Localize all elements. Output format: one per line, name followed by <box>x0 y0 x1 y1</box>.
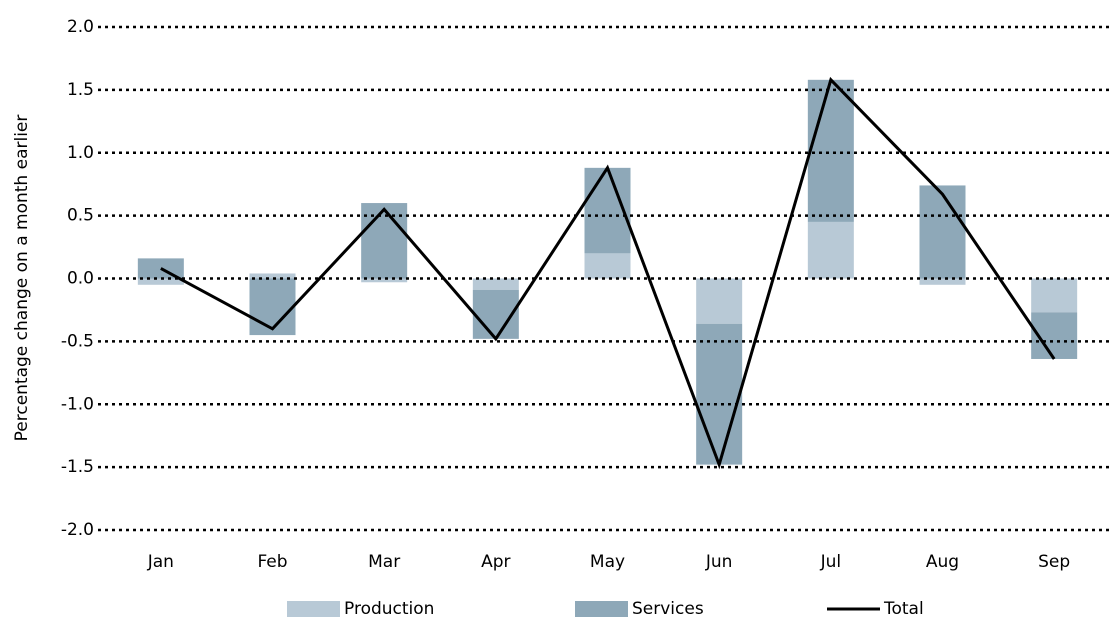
x-tick-label: Sep <box>1038 552 1070 572</box>
y-tick-label: 1.0 <box>67 143 94 163</box>
bar <box>1031 278 1078 313</box>
y-tick-label: -0.5 <box>61 331 94 351</box>
x-tick-label: Jul <box>820 552 842 572</box>
bar <box>361 203 408 279</box>
bar <box>361 278 408 283</box>
bar <box>472 278 519 290</box>
bar <box>249 278 296 336</box>
x-tick-label: Mar <box>368 552 400 572</box>
bar <box>919 278 966 285</box>
x-tick-label: Jan <box>147 552 174 572</box>
bar <box>249 273 296 279</box>
x-tick-label: Apr <box>481 552 510 572</box>
x-tick-label: May <box>590 552 625 572</box>
y-tick-label: 2.0 <box>67 17 94 37</box>
x-tick-label: Feb <box>257 552 287 572</box>
y-tick-label: -1.5 <box>61 457 94 477</box>
bar <box>137 278 184 285</box>
y-tick-label: -2.0 <box>61 520 94 540</box>
legend-swatch <box>287 601 340 617</box>
bar <box>584 253 631 279</box>
legend-swatch <box>575 601 628 617</box>
y-tick-label: 0.5 <box>67 206 94 226</box>
legend-label: Total <box>883 599 924 619</box>
bar <box>807 79 854 222</box>
bar <box>919 185 966 279</box>
line <box>160 76 1056 470</box>
legend-label: Services <box>632 599 704 619</box>
y-axis-label: Percentage change on a month earlier <box>12 115 32 442</box>
x-tick-label: Jun <box>705 552 733 572</box>
legend-label: Production <box>344 599 434 619</box>
bar <box>696 323 743 465</box>
y-tick-label: 1.5 <box>67 80 94 100</box>
bar <box>696 278 743 324</box>
y-tick-label: -1.0 <box>61 394 94 414</box>
bar <box>807 221 854 279</box>
y-tick-label: 0.0 <box>67 269 94 289</box>
x-tick-label: Aug <box>926 552 959 572</box>
